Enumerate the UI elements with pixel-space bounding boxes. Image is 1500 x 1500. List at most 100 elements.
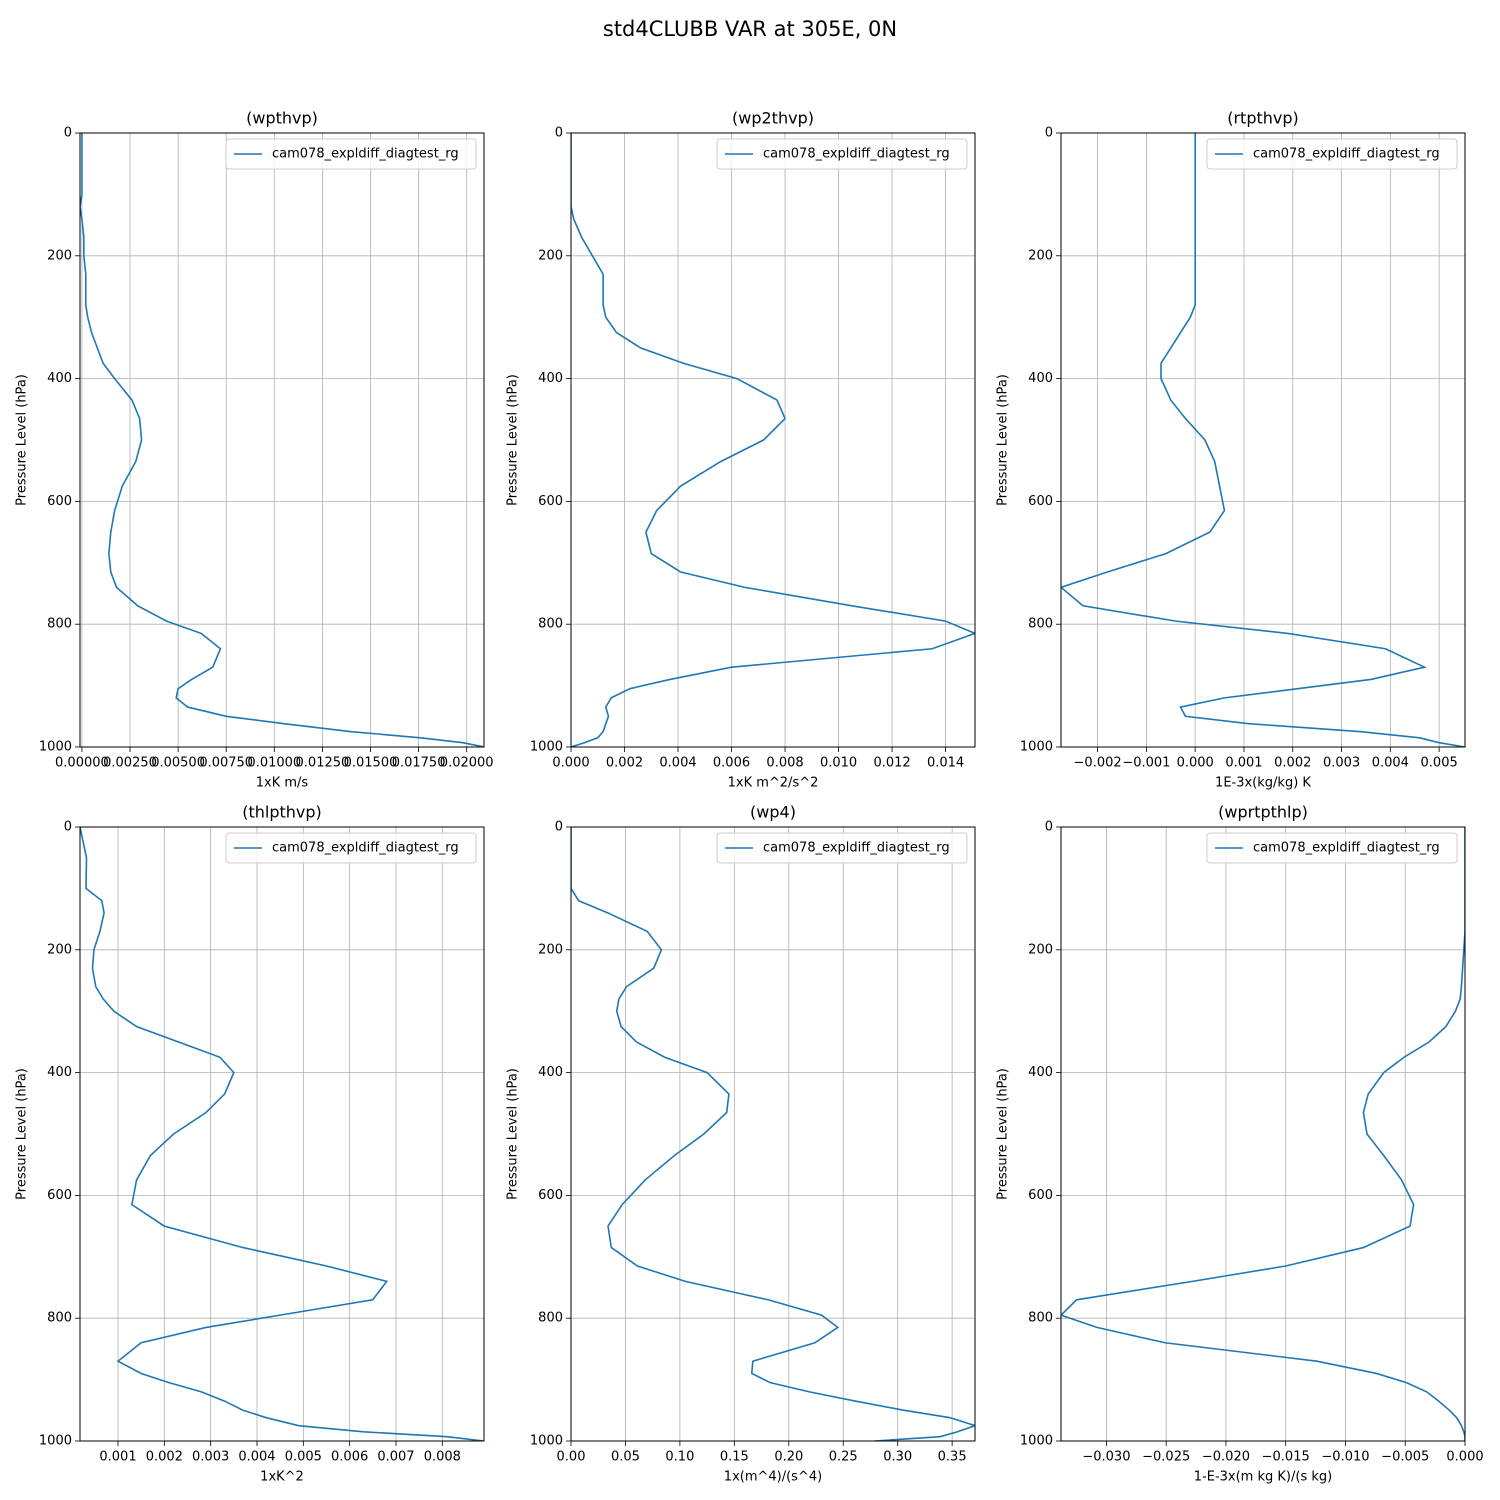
x-tick-label: 0.008 xyxy=(766,756,803,771)
legend-label: cam078_expldiff_diagtest_rg xyxy=(763,841,950,856)
x-tick-label: 0.008 xyxy=(424,1450,461,1465)
y-tick-label: 600 xyxy=(47,494,72,509)
x-tick-label: 0.005 xyxy=(285,1450,322,1465)
y-tick-label: 200 xyxy=(1028,248,1053,263)
x-tick-label: 0.01750 xyxy=(392,756,446,771)
x-tick-label: 0.00500 xyxy=(151,756,205,771)
y-tick-label: 800 xyxy=(47,1311,72,1326)
x-tick-label: 0.10 xyxy=(665,1450,694,1465)
y-tick-label: 200 xyxy=(538,248,563,263)
x-axis-label: 1xK m^2/s^2 xyxy=(728,776,819,791)
axes-title: (wp4) xyxy=(750,803,796,822)
x-tick-label: 0.005 xyxy=(1421,756,1458,771)
x-tick-label: 0.01250 xyxy=(296,756,350,771)
x-tick-label: −0.025 xyxy=(1142,1450,1190,1465)
y-tick-label: 400 xyxy=(538,1065,563,1080)
axes-title: (wprtpthlp) xyxy=(1218,803,1308,822)
axes-title: (wp2thvp) xyxy=(732,109,814,128)
x-tick-label: −0.010 xyxy=(1321,1450,1369,1465)
x-tick-label: −0.005 xyxy=(1381,1450,1429,1465)
y-tick-label: 800 xyxy=(1028,617,1053,632)
plot-area xyxy=(80,827,484,1441)
x-tick-label: 0.00000 xyxy=(55,756,109,771)
x-tick-label: 0.002 xyxy=(606,756,643,771)
y-tick-label: 1000 xyxy=(530,1434,563,1449)
x-tick-label: 0.30 xyxy=(883,1450,912,1465)
axes-title: (wpthvp) xyxy=(246,109,318,128)
legend-label: cam078_expldiff_diagtest_rg xyxy=(272,147,459,162)
y-tick-label: 800 xyxy=(47,617,72,632)
y-tick-label: 800 xyxy=(1028,1311,1053,1326)
y-tick-label: 0 xyxy=(555,126,563,141)
y-tick-label: 200 xyxy=(1028,942,1053,957)
plot-area xyxy=(571,133,975,747)
x-tick-label: 0.007 xyxy=(377,1450,414,1465)
legend-box xyxy=(1206,832,1458,864)
x-tick-label: −0.030 xyxy=(1082,1450,1130,1465)
x-tick-label: 0.003 xyxy=(192,1450,229,1465)
axes-frame xyxy=(570,826,976,1442)
x-tick-label: 0.001 xyxy=(99,1450,136,1465)
x-tick-label: 0.004 xyxy=(659,756,696,771)
y-tick-label: 0 xyxy=(555,820,563,835)
legend-label: cam078_expldiff_diagtest_rg xyxy=(1253,147,1440,162)
y-tick-label: 1000 xyxy=(1020,740,1053,755)
x-tick-label: 0.01500 xyxy=(344,756,398,771)
x-tick-label: 0.002 xyxy=(146,1450,183,1465)
axes-title: (rtpthvp) xyxy=(1227,109,1299,128)
x-tick-label: 0.000 xyxy=(1177,756,1214,771)
plot-area xyxy=(80,133,484,747)
data-line xyxy=(571,827,975,1441)
x-tick-label: 0.004 xyxy=(1372,756,1409,771)
x-tick-label: −0.020 xyxy=(1202,1450,1250,1465)
y-tick-label: 400 xyxy=(47,371,72,386)
legend-box xyxy=(716,138,968,170)
axes-frame xyxy=(1060,826,1466,1442)
legend-box xyxy=(716,832,968,864)
y-tick-label: 400 xyxy=(47,1065,72,1080)
x-tick-label: 0.00750 xyxy=(199,756,253,771)
plot-area xyxy=(571,827,975,1441)
x-axis-label: 1x(m^4)/(s^4) xyxy=(724,1470,822,1485)
y-tick-label: 1000 xyxy=(1020,1434,1053,1449)
y-tick-label: 200 xyxy=(47,942,72,957)
x-tick-label: 0.25 xyxy=(829,1450,858,1465)
axes-frame xyxy=(79,132,485,748)
y-tick-label: 1000 xyxy=(39,1434,72,1449)
x-tick-label: 0.004 xyxy=(238,1450,275,1465)
y-tick-label: 0 xyxy=(1045,126,1053,141)
y-tick-label: 1000 xyxy=(530,740,563,755)
data-line xyxy=(80,133,484,747)
figure-title: std4CLUBB VAR at 305E, 0N xyxy=(603,17,897,41)
legend-box xyxy=(225,138,477,170)
y-tick-label: 1000 xyxy=(39,740,72,755)
y-axis-label: Pressure Level (hPa) xyxy=(506,1068,521,1200)
legend-label: cam078_expldiff_diagtest_rg xyxy=(1253,841,1440,856)
y-axis-label: Pressure Level (hPa) xyxy=(15,1068,30,1200)
x-tick-label: 0.05 xyxy=(611,1450,640,1465)
plot-area xyxy=(1061,827,1465,1441)
x-tick-label: 0.15 xyxy=(720,1450,749,1465)
legend-label: cam078_expldiff_diagtest_rg xyxy=(272,841,459,856)
legend-box xyxy=(1206,138,1458,170)
y-tick-label: 600 xyxy=(538,1188,563,1203)
y-tick-label: 0 xyxy=(1045,820,1053,835)
axes-frame xyxy=(79,826,485,1442)
x-tick-label: 0.006 xyxy=(331,1450,368,1465)
x-tick-label: 0.001 xyxy=(1225,756,1262,771)
y-tick-label: 400 xyxy=(1028,1065,1053,1080)
x-tick-label: 0.02000 xyxy=(440,756,494,771)
x-tick-label: 0.20 xyxy=(774,1450,803,1465)
x-tick-label: 0.00 xyxy=(557,1450,586,1465)
y-axis-label: Pressure Level (hPa) xyxy=(996,1068,1011,1200)
y-tick-label: 800 xyxy=(538,617,563,632)
x-tick-label: 0.000 xyxy=(552,756,589,771)
x-axis-label: 1xK^2 xyxy=(260,1470,304,1485)
y-tick-label: 600 xyxy=(1028,494,1053,509)
y-tick-label: 600 xyxy=(538,494,563,509)
y-tick-label: 0 xyxy=(64,820,72,835)
x-tick-label: 0.010 xyxy=(820,756,857,771)
y-tick-label: 600 xyxy=(1028,1188,1053,1203)
